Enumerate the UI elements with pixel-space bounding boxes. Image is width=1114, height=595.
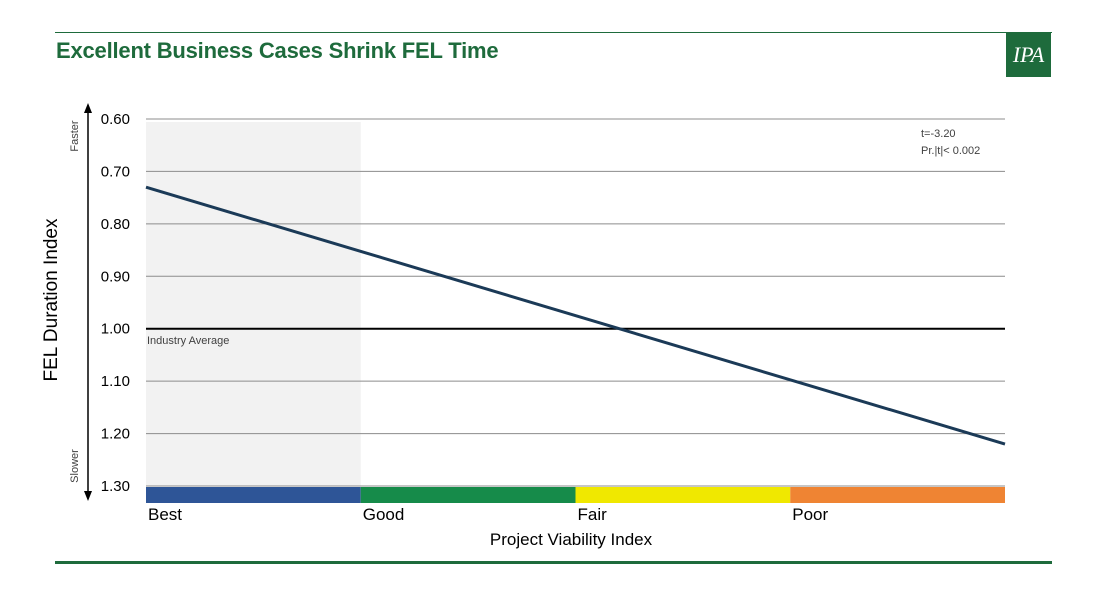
reference-line-label: Industry Average <box>147 335 229 347</box>
category-bar-good <box>360 487 576 503</box>
category-bar-poor <box>790 487 1005 503</box>
y-tick-label: 1.10 <box>101 373 130 390</box>
category-label-good: Good <box>363 505 405 524</box>
x-axis-label: Project Viability Index <box>490 530 653 549</box>
bottom-rule <box>55 561 1052 564</box>
category-bar-fair <box>575 487 791 503</box>
page-title: Excellent Business Cases Shrink FEL Time <box>56 38 499 63</box>
y-tick-label: 0.80 <box>101 216 130 233</box>
y-tick-label: 0.60 <box>101 111 130 128</box>
shaded-best-region <box>146 122 361 486</box>
stat-annotation-t: t=-3.20 <box>921 128 956 140</box>
y-direction-bottom-label: Slower <box>69 449 81 483</box>
y-direction-top-label: Faster <box>69 120 81 152</box>
regression-line <box>145 185 1006 446</box>
y-tick-label: 0.90 <box>101 268 130 285</box>
y-tick-label: 1.20 <box>101 426 130 443</box>
category-bar-best <box>146 487 361 503</box>
y-tick-label: 0.70 <box>101 163 130 180</box>
top-rule <box>55 32 1052 33</box>
ipa-logo: IPA <box>1006 33 1051 77</box>
y-tick-label: 1.00 <box>101 321 130 338</box>
y-direction-arrow <box>84 103 92 501</box>
category-label-best: Best <box>148 505 182 524</box>
category-label-poor: Poor <box>792 505 828 524</box>
category-label-fair: Fair <box>578 505 608 524</box>
stat-annotation-p: Pr.|t|< 0.002 <box>921 145 980 157</box>
y-axis-label: FEL Duration Index <box>41 218 62 381</box>
y-tick-label: 1.30 <box>101 478 130 495</box>
